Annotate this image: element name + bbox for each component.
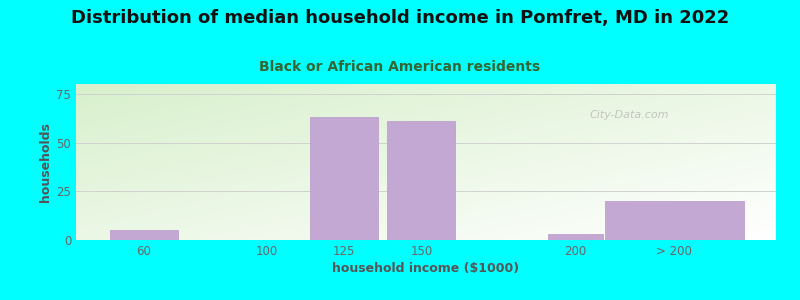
Bar [548,234,603,240]
Bar [605,201,744,240]
Bar [110,230,178,240]
Y-axis label: households: households [39,122,52,202]
Text: Black or African American residents: Black or African American residents [259,60,541,74]
Bar [387,121,455,240]
Text: City-Data.com: City-Data.com [590,110,669,120]
X-axis label: household income ($1000): household income ($1000) [333,262,519,275]
Text: Distribution of median household income in Pomfret, MD in 2022: Distribution of median household income … [71,9,729,27]
Bar [310,117,378,240]
